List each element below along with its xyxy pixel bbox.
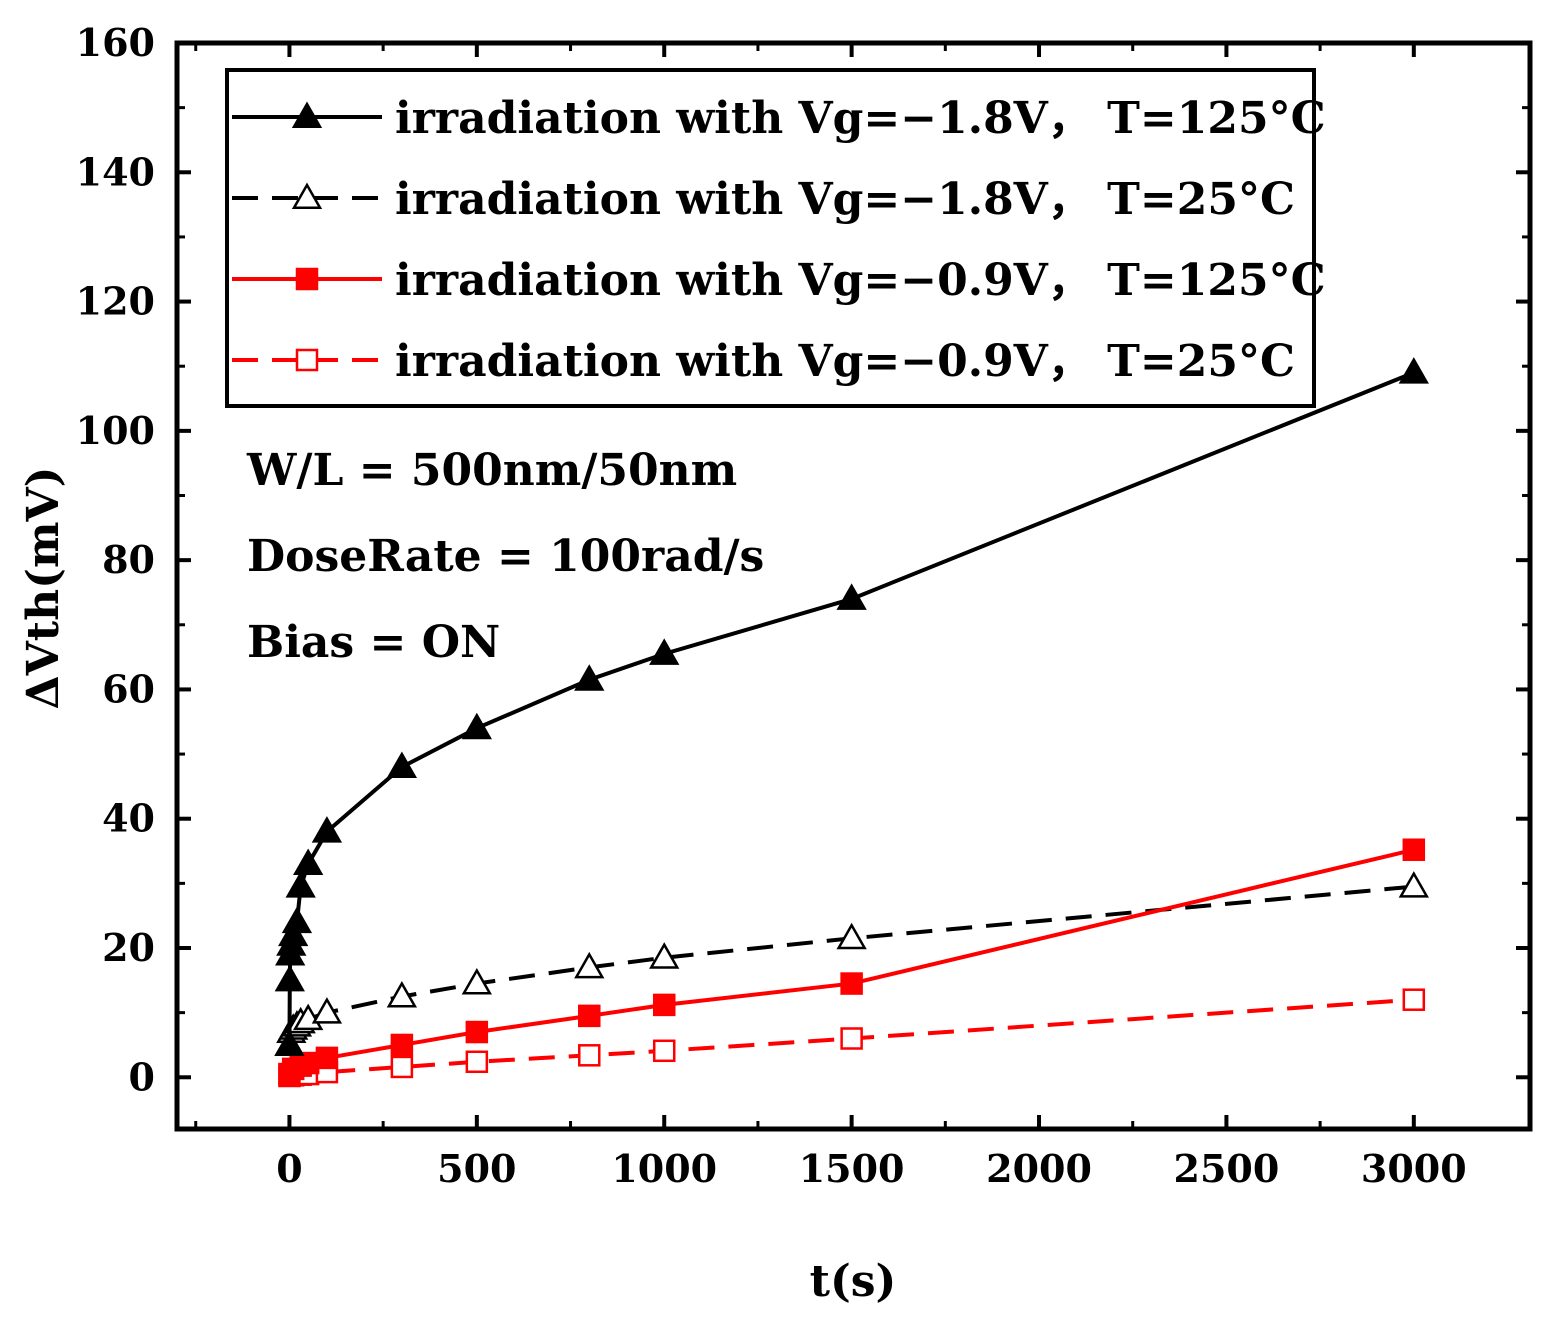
- annotation-bias: Bias = ON: [247, 617, 500, 668]
- data-point: [386, 751, 418, 778]
- legend-entry: irradiation with Vg=−1.8V， T=125°C: [232, 93, 1326, 144]
- x-axis-label: t(s): [810, 1256, 897, 1307]
- y-tick-label: 140: [76, 149, 155, 194]
- legend-label: irradiation with Vg=−1.8V， T=25°C: [395, 174, 1295, 225]
- data-point: [465, 1020, 489, 1044]
- legend-label: irradiation with Vg=−0.9V， T=125°C: [395, 255, 1326, 306]
- data-point: [1398, 357, 1429, 384]
- data-point: [390, 1055, 414, 1079]
- annotation-doserate: DoseRate = 100rad/s: [247, 531, 764, 582]
- data-point: [574, 951, 605, 979]
- data-point: [652, 993, 676, 1017]
- data-point: [649, 942, 680, 969]
- y-tick-label: 160: [76, 20, 155, 65]
- data-point: [461, 712, 492, 740]
- series-layer: [274, 357, 1429, 1088]
- axis-ticks: [177, 41, 1530, 1129]
- y-tick-label: 40: [102, 796, 155, 841]
- legend: irradiation with Vg=−1.8V， T=125°C irradi…: [232, 93, 1326, 387]
- x-tick-label: 500: [437, 1146, 516, 1191]
- x-tick-label: 0: [276, 1146, 302, 1191]
- data-point: [274, 964, 305, 992]
- y-tick-label: 0: [129, 1054, 155, 1099]
- legend-label: irradiation with Vg=−1.8V， T=125°C: [395, 93, 1326, 144]
- tick-labels: 0 500 1000 1500 2000 2500 3000 0 20 40 60 80 100 120 1…: [76, 20, 1467, 1191]
- x-tick-label: 1000: [611, 1146, 717, 1191]
- data-point: [311, 997, 343, 1024]
- data-point: [652, 1039, 676, 1063]
- data-point: [296, 1051, 320, 1075]
- x-tick-label: 3000: [1361, 1146, 1467, 1191]
- data-point: [836, 583, 867, 610]
- legend-label: irradiation with Vg=−0.9V， T=25°C: [395, 336, 1295, 387]
- data-point: [295, 348, 319, 372]
- y-tick-label: 60: [102, 666, 155, 711]
- y-axis-label: ΔVth(mV): [18, 467, 69, 710]
- legend-entry: irradiation with Vg=−0.9V， T=125°C: [232, 255, 1326, 306]
- data-point: [281, 906, 313, 934]
- data-point: [465, 1050, 489, 1074]
- data-point: [840, 1027, 863, 1050]
- series-group: [278, 838, 1426, 1086]
- y-tick-label: 20: [102, 925, 155, 970]
- data-point: [285, 871, 316, 898]
- data-point: [293, 848, 324, 875]
- x-tick-label: 1500: [799, 1146, 905, 1191]
- data-point: [649, 638, 680, 665]
- data-point: [578, 1044, 601, 1067]
- series-group: [274, 357, 1429, 1056]
- data-point: [291, 182, 323, 209]
- data-point: [291, 101, 323, 128]
- data-point: [461, 968, 492, 995]
- annotation-wl: W/L = 500nm/50nm: [246, 445, 737, 496]
- legend-entry: irradiation with Vg=−1.8V， T=25°C: [232, 174, 1295, 225]
- data-point: [1402, 988, 1426, 1011]
- data-point: [390, 1033, 414, 1057]
- y-tick-label: 120: [76, 279, 155, 324]
- data-point: [274, 1029, 305, 1056]
- data-point: [295, 267, 319, 291]
- data-point: [315, 1046, 339, 1070]
- y-tick-label: 100: [76, 408, 155, 453]
- series-line: [287, 884, 1414, 1046]
- data-point: [574, 664, 605, 691]
- data-point: [1402, 838, 1426, 861]
- data-point: [840, 972, 863, 995]
- legend-box: [225, 68, 1316, 408]
- data-point: [578, 1004, 601, 1028]
- data-point: [278, 919, 309, 947]
- x-tick-label: 2500: [1174, 1146, 1280, 1191]
- x-tick-label: 2000: [986, 1146, 1092, 1191]
- legend-entry: irradiation with Vg=−0.9V， T=25°C: [232, 336, 1295, 387]
- data-point: [1398, 871, 1429, 898]
- data-point: [386, 980, 418, 1008]
- data-point: [836, 922, 867, 950]
- y-tick-label: 80: [102, 537, 155, 582]
- data-point: [311, 816, 343, 843]
